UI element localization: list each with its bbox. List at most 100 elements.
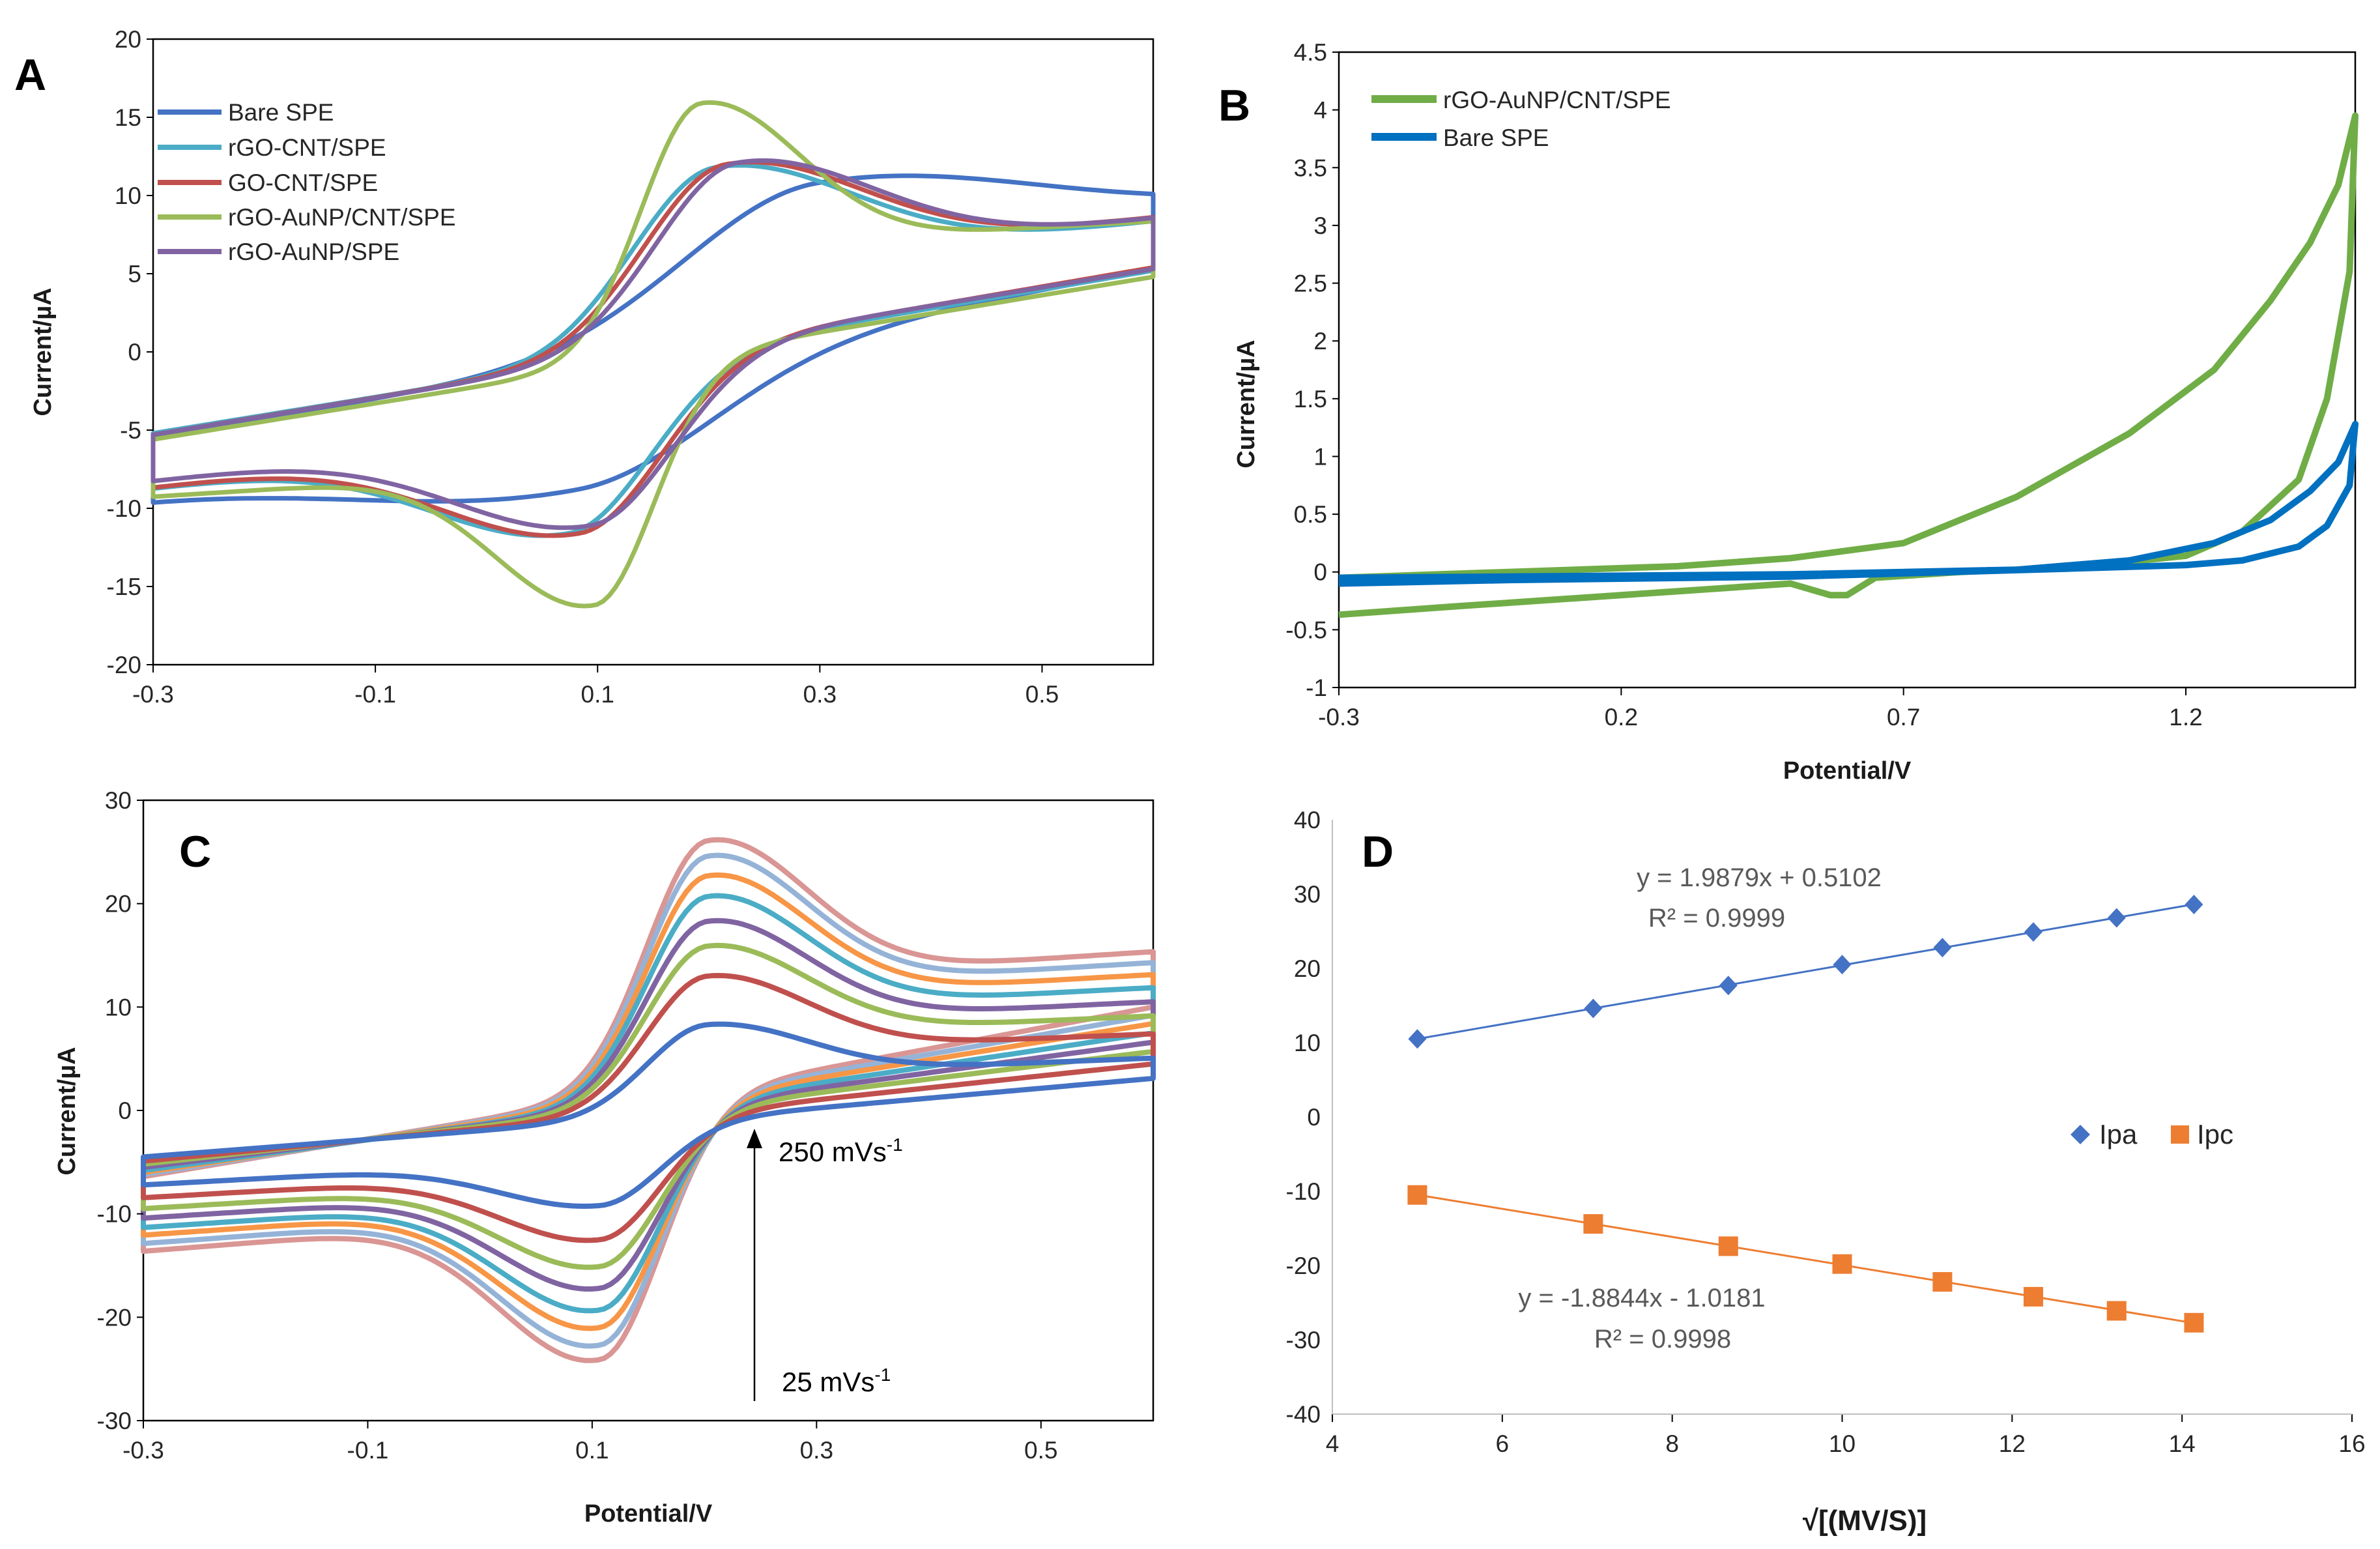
x-tick-label: 4: [1326, 1430, 1340, 1457]
y-tick-label: -10: [1286, 1178, 1321, 1205]
x-tick-label: 12: [1999, 1430, 2026, 1457]
point-ipc: [2184, 1312, 2204, 1333]
panel-b-y-axis-label: Current/µA: [1233, 340, 1260, 468]
panel-b-letter: B: [1218, 81, 1250, 130]
y-tick-label: -0.5: [1285, 616, 1327, 643]
y-tick-label: 4: [1313, 97, 1327, 124]
y-tick-label: -15: [107, 573, 141, 600]
panel-b-x-axis-label: Potential/V: [1783, 757, 1912, 785]
y-tick-label: 2: [1313, 328, 1327, 355]
y-tick-label: 1: [1313, 443, 1327, 470]
y-tick-label: 10: [115, 182, 141, 209]
y-tick-label: 1.5: [1294, 386, 1327, 413]
panel-d-axes: -40 -30 -20 -10 0 10 20 30 40 4 6 8 10 12 14 16: [1286, 807, 2366, 1457]
y-tick-label: -20: [97, 1304, 132, 1331]
y-tick-label: -1: [1306, 674, 1327, 701]
panel-c-series: [141, 837, 1156, 1363]
legend-label-rgo-aunp-cnt: rGO-AuNP/CNT/SPE: [228, 204, 456, 231]
ipc-equation: y = -1.8844x - 1.0181: [1518, 1284, 1765, 1312]
y-tick-label: -10: [107, 495, 141, 522]
x-tick-label: -0.3: [132, 681, 174, 708]
panel-c-chart: -30 -20 -10 0 10 20 30 -0.3 -0.1 0.1 0.3 0.5 C Pote…: [53, 787, 1156, 1527]
cv-curve-a-5: [151, 158, 1156, 530]
point-ipc: [1583, 1214, 1603, 1234]
y-tick-label: 10: [1294, 1030, 1321, 1056]
annotation-250-mvs: 250 mVs-1: [779, 1135, 903, 1167]
panel-d-letter: D: [1362, 827, 1394, 876]
legend-label-b-bare-spe: Bare SPE: [1443, 124, 1549, 151]
y-tick-label: 10: [105, 994, 132, 1021]
y-tick-label: -20: [1286, 1252, 1321, 1279]
y-tick-label: 0: [118, 1097, 132, 1124]
y-tick-label: 20: [105, 891, 132, 918]
y-tick-label: 30: [1294, 881, 1321, 908]
panel-d-chart: -40 -30 -20 -10 0 10 20 30 40 4 6 8 10 12 14 16 D √[(MV…: [1286, 807, 2366, 1537]
x-tick-label: 1.2: [2169, 704, 2202, 731]
point-ipa: [1719, 976, 1738, 996]
x-tick-label: 8: [1665, 1430, 1679, 1457]
point-ipa: [1584, 998, 1603, 1019]
x-tick-label: 0.1: [581, 681, 614, 708]
y-tick-label: 15: [115, 104, 141, 131]
legend-label-b-rgo-aunp-cnt: rGO-AuNP/CNT/SPE: [1443, 87, 1671, 113]
point-ipc: [1832, 1254, 1852, 1274]
cv-curve-a-4: [151, 100, 1156, 609]
panel-b-legend: rGO-AuNP/CNT/SPE Bare SPE: [1371, 87, 1671, 151]
scan-rate-arrow-head: [747, 1129, 762, 1148]
legend-label-ipc: Ipc: [2197, 1119, 2233, 1150]
point-ipc: [1932, 1272, 1953, 1292]
y-tick-label: -40: [1286, 1401, 1321, 1428]
y-tick-label: 0: [128, 339, 141, 366]
annotation-25-mvs: 25 mVs-1: [782, 1365, 891, 1397]
panel-a-chart: -20 -15 -10 -5 0 5 10 15 20 -0.3 -0.1 0.1 0.3 0.5 A C…: [14, 26, 1156, 708]
legend-label-ipa: Ipa: [2099, 1119, 2138, 1150]
panel-a-plot-area: [152, 38, 1154, 666]
cv-curve-c-1: [141, 1021, 1156, 1209]
y-tick-label: 3.5: [1294, 154, 1327, 181]
panel-c-y-axis-label: Current/µA: [53, 1047, 81, 1175]
point-ipa: [1408, 1029, 1427, 1049]
legend-label-go-cnt: GO-CNT/SPE: [228, 169, 378, 196]
y-tick-label: 5: [128, 261, 141, 287]
legend-marker-ipc: [2171, 1125, 2189, 1144]
x-tick-label: 0.3: [803, 681, 837, 708]
panel-c-plot-area: [142, 799, 1154, 1422]
point-ipc: [1407, 1185, 1427, 1205]
panel-b-chart: -1-0.500.511.522.533.544.5-0.3 0.2 0.7 1.2 …: [1218, 39, 2358, 785]
point-ipc: [2106, 1301, 2127, 1321]
y-tick-label: 0: [1307, 1104, 1321, 1131]
y-tick-label: 20: [1294, 955, 1321, 982]
panel-a-legend: Bare SPE rGO-CNT/SPE GO-CNT/SPE rGO-AuNP…: [158, 99, 456, 265]
y-tick-label: 20: [115, 26, 141, 53]
x-tick-label: 6: [1496, 1430, 1510, 1457]
panel-d-x-axis-label: √[(MV/S)]: [1803, 1505, 1927, 1537]
y-tick-label: -30: [1286, 1327, 1321, 1354]
panel-a-axes: -20 -15 -10 -5 0 5 10 15 20 -0.3 -0.1 0.1 0.3 0.5: [107, 26, 1059, 708]
legend-label-rgo-cnt: rGO-CNT/SPE: [228, 134, 386, 161]
cv-curve-b-1: [1338, 112, 2358, 618]
y-tick-label: -20: [107, 652, 141, 678]
y-tick-label: -5: [120, 417, 141, 444]
point-ipc: [1718, 1236, 1738, 1256]
x-tick-label: 16: [2338, 1430, 2365, 1457]
y-tick-label: 2.5: [1294, 270, 1327, 297]
trendline-ipc: [1417, 1193, 2194, 1324]
panel-d-series: [1407, 894, 2204, 1333]
y-tick-label: 30: [105, 787, 132, 814]
panel-d-legend: Ipa Ipc: [2071, 1119, 2233, 1150]
x-tick-label: -0.3: [1318, 704, 1360, 731]
x-tick-label: 0.1: [575, 1437, 609, 1464]
point-ipa: [2024, 922, 2043, 942]
point-ipa: [1833, 955, 1852, 975]
point-ipa: [2107, 908, 2126, 928]
cv-curve-b-2: [1338, 420, 2358, 587]
legend-label-bare-spe: Bare SPE: [228, 99, 334, 126]
point-ipa: [2185, 894, 2203, 914]
x-tick-label: 10: [1829, 1430, 1856, 1457]
y-tick-label: -30: [97, 1408, 132, 1434]
panel-b-axes: -1 -0.5 0 0.5 1 1.5 2 2.5 3 3.5 4 4.5 -0.3 0.2 0.7 1.2: [1285, 39, 2202, 731]
panel-c-axes: -30 -20 -10 0 10 20 30 -0.3 -0.1 0.1 0.3 0.5: [97, 787, 1058, 1464]
x-tick-label: -0.1: [347, 1437, 389, 1464]
point-ipc: [2023, 1286, 2043, 1307]
x-tick-label: 0.7: [1887, 704, 1920, 731]
